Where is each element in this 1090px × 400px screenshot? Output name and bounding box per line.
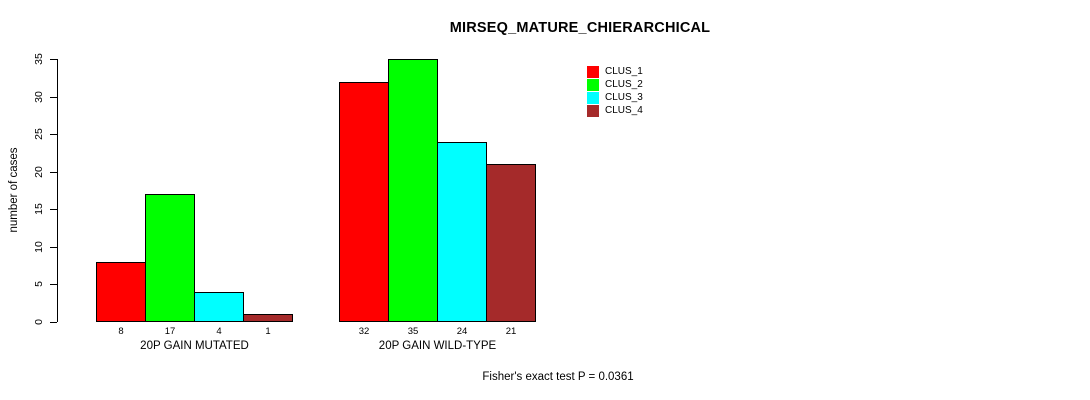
y-tick-label: 0 (33, 319, 45, 325)
y-tick-label: 30 (33, 91, 45, 103)
y-axis-tick (50, 209, 57, 210)
legend-swatch-icon (587, 92, 599, 104)
y-axis-tick (50, 97, 57, 98)
bar-clus_2-group1 (145, 194, 195, 322)
bar-value-label: 35 (407, 326, 419, 337)
bar-clus_1-group2 (339, 82, 389, 322)
bar-value-label: 32 (358, 326, 370, 337)
y-tick-label: 15 (33, 203, 45, 215)
y-tick-label: 25 (33, 128, 45, 140)
bar-value-label: 17 (164, 326, 176, 337)
bar-clus_2-group2 (388, 59, 438, 322)
legend-item-clus_1: CLUS_1 (587, 66, 643, 78)
y-axis-tick (50, 322, 57, 323)
y-axis-tick (50, 247, 57, 248)
y-tick-label: 35 (33, 53, 45, 65)
bar-clus_3-group1 (194, 292, 244, 322)
y-tick-label: 10 (33, 241, 45, 253)
bar-value-label: 1 (265, 326, 271, 337)
bar-value-label: 4 (216, 326, 222, 337)
x-category-label: 20P GAIN WILD-TYPE (378, 340, 497, 352)
stats-footer: Fisher's exact test P = 0.0361 (482, 371, 634, 383)
y-axis-title: number of cases (8, 147, 20, 233)
bar-clus_3-group2 (437, 142, 487, 322)
x-category-label: 20P GAIN MUTATED (140, 340, 249, 352)
bar-clus_1-group1 (96, 262, 146, 322)
bar-value-label: 21 (505, 326, 517, 337)
y-tick-label: 20 (33, 166, 45, 178)
legend-label: CLUS_3 (605, 92, 643, 103)
y-tick-label: 5 (33, 281, 45, 287)
chart-title: MIRSEQ_MATURE_CHIERARCHICAL (449, 20, 711, 36)
y-axis-tick (50, 134, 57, 135)
legend: CLUS_1 CLUS_2 CLUS_3 CLUS_4 (587, 66, 643, 117)
bar-clus_4-group1 (243, 314, 293, 322)
bar-value-label: 24 (456, 326, 468, 337)
legend-swatch-icon (587, 105, 599, 117)
legend-item-clus_4: CLUS_4 (587, 105, 643, 117)
legend-item-clus_3: CLUS_3 (587, 92, 643, 104)
y-axis-tick (50, 59, 57, 60)
y-axis-line (57, 59, 58, 322)
y-axis-tick (50, 172, 57, 173)
legend-item-clus_2: CLUS_2 (587, 79, 643, 91)
bar-value-label: 8 (118, 326, 124, 337)
legend-label: CLUS_2 (605, 79, 643, 90)
legend-swatch-icon (587, 66, 599, 78)
legend-swatch-icon (587, 79, 599, 91)
legend-label: CLUS_1 (605, 66, 643, 77)
legend-label: CLUS_4 (605, 105, 643, 116)
bar-clus_4-group2 (486, 164, 536, 322)
y-axis-tick (50, 284, 57, 285)
